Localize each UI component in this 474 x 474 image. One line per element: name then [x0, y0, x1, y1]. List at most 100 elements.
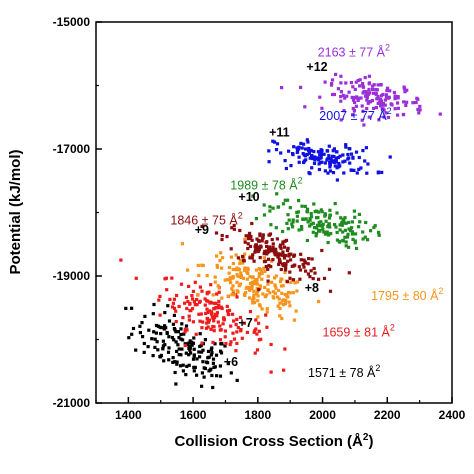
data-point — [352, 109, 356, 113]
data-point — [215, 311, 219, 315]
data-point — [257, 288, 261, 292]
data-point — [146, 345, 150, 349]
data-point — [176, 330, 180, 334]
y-tick-label: -21000 — [53, 396, 91, 410]
data-point — [350, 232, 354, 236]
data-point — [297, 228, 301, 232]
data-point — [288, 291, 292, 295]
data-point — [251, 194, 255, 198]
data-point — [376, 94, 380, 99]
data-point — [231, 274, 235, 279]
data-point — [339, 118, 343, 122]
data-point — [204, 311, 208, 315]
data-point — [322, 230, 326, 234]
data-point — [295, 150, 299, 154]
data-point — [367, 74, 371, 78]
data-point — [325, 230, 329, 234]
data-point — [291, 278, 296, 282]
data-point — [295, 219, 299, 223]
data-point — [304, 154, 308, 158]
data-point — [212, 329, 216, 333]
data-point — [231, 312, 235, 316]
data-point — [371, 91, 376, 95]
data-point — [174, 309, 178, 313]
data-point — [328, 213, 332, 217]
data-point — [299, 252, 303, 256]
data-point — [232, 293, 236, 297]
data-point — [157, 298, 161, 302]
data-point — [191, 341, 195, 345]
data-point — [268, 291, 272, 295]
data-point — [241, 254, 245, 259]
data-point — [307, 171, 311, 175]
data-point — [333, 164, 337, 168]
data-point — [384, 93, 388, 97]
data-point — [266, 282, 270, 286]
data-point — [228, 343, 232, 347]
data-point — [265, 252, 269, 256]
data-point — [188, 348, 192, 352]
data-point — [260, 277, 264, 281]
data-point — [201, 348, 205, 352]
data-point — [285, 221, 289, 225]
data-point — [292, 318, 296, 322]
data-point — [236, 326, 240, 330]
charge-state-label: +10 — [238, 190, 259, 204]
data-point — [258, 268, 262, 272]
data-point — [364, 220, 368, 225]
data-point — [249, 234, 253, 239]
data-point — [209, 310, 214, 314]
data-point — [284, 238, 289, 242]
data-point — [319, 224, 323, 228]
data-point — [297, 199, 301, 203]
data-point — [291, 220, 295, 224]
data-point — [205, 292, 209, 296]
data-point — [124, 306, 128, 310]
data-point — [327, 216, 332, 220]
data-point — [235, 330, 239, 334]
data-point — [379, 104, 383, 108]
data-point — [245, 285, 249, 289]
data-point — [215, 265, 219, 269]
data-point — [320, 106, 324, 110]
data-point — [283, 302, 287, 306]
data-point — [340, 223, 344, 227]
data-point — [271, 139, 275, 143]
data-point — [320, 160, 324, 164]
data-point — [270, 280, 274, 284]
data-point — [308, 217, 312, 221]
data-point — [196, 263, 200, 267]
y-tick-label: -17000 — [53, 142, 91, 156]
data-point — [254, 243, 258, 247]
data-point — [344, 81, 348, 85]
data-point — [341, 160, 345, 164]
data-point — [321, 227, 325, 231]
data-point — [363, 159, 367, 163]
x-tick-label: 1400 — [115, 408, 142, 422]
data-point — [236, 290, 240, 294]
data-point — [273, 283, 277, 287]
data-point — [214, 306, 218, 310]
data-point — [343, 235, 347, 239]
data-point — [184, 295, 189, 299]
data-point — [263, 269, 267, 273]
data-point — [205, 307, 209, 311]
data-point — [393, 97, 397, 101]
data-point — [381, 107, 385, 111]
data-point — [311, 230, 315, 234]
data-point — [252, 259, 256, 263]
data-point — [238, 258, 242, 262]
data-point — [255, 292, 259, 296]
data-point — [316, 215, 320, 220]
data-point — [229, 255, 233, 259]
data-point — [249, 281, 253, 285]
data-point — [187, 346, 191, 350]
data-point — [300, 204, 304, 208]
data-point — [235, 341, 239, 345]
data-point — [257, 303, 262, 307]
data-point — [171, 322, 175, 326]
data-point — [362, 90, 366, 94]
data-point — [224, 341, 228, 346]
data-point — [287, 254, 291, 258]
data-point — [402, 100, 406, 104]
